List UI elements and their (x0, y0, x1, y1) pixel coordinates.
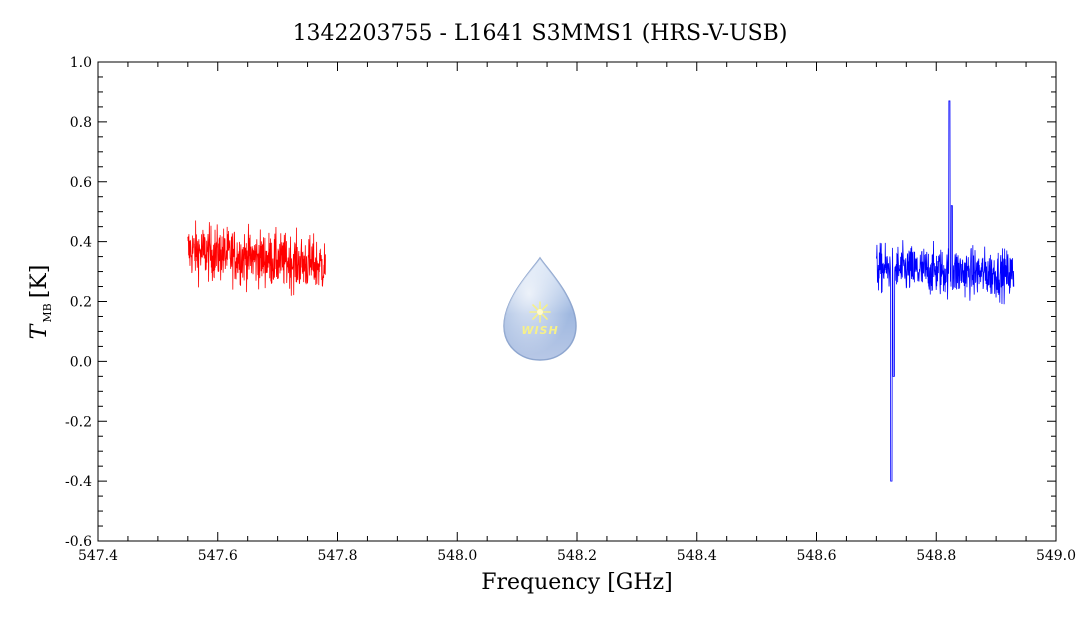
x-tick-label: 547.6 (198, 548, 238, 564)
x-tick-label: 548.0 (437, 548, 477, 564)
x-axis-ticks (97, 62, 1057, 541)
x-axis-label: Frequency [GHz] (481, 570, 673, 595)
y-tick-label: -0.2 (65, 414, 92, 430)
spectra (187, 100, 1015, 482)
y-tick-label: 0.2 (70, 295, 92, 311)
spectrum-series-2 (875, 100, 1015, 482)
y-tick-label: -0.6 (65, 534, 92, 550)
x-axis-tick-labels: 547.4 547.6 547.8 548.0 548.2 548.4 548.6 548.8… (78, 548, 1076, 564)
y-tick-label: 1.0 (70, 55, 92, 71)
plot-frame (97, 61, 1057, 542)
y-axis-tick-labels: -0.6 -0.4 -0.2 0.0 0.2 0.4 0.6 0.8 1.0 (65, 55, 92, 550)
x-tick-label: 547.4 (78, 548, 118, 564)
logo-text: WISH (521, 324, 558, 337)
x-tick-label: 548.6 (796, 548, 836, 564)
x-tick-label: 548.4 (677, 548, 717, 564)
y-axis-unit: [K] (27, 265, 52, 299)
y-tick-label: 0.4 (70, 235, 92, 251)
y-tick-label: 0.6 (70, 175, 92, 191)
y-tick-label: 0.0 (70, 354, 92, 370)
y-tick-label: -0.4 (65, 474, 92, 490)
chart-title: 1342203755 - L1641 S3MMS1 (HRS-V-USB) (293, 21, 788, 46)
x-tick-label: 547.8 (317, 548, 357, 564)
x-tick-label: 549.0 (1036, 548, 1076, 564)
y-axis-symbol: T (27, 322, 52, 339)
wish-logo: WISH (503, 256, 577, 361)
x-tick-label: 548.2 (557, 548, 597, 564)
x-tick-label: 548.8 (916, 548, 956, 564)
y-axis-label: TMB [K] (27, 265, 54, 340)
y-tick-label: 0.8 (70, 115, 92, 131)
svg-text:TMB[K]: TMB [K] (27, 265, 54, 340)
star-icon (529, 301, 551, 323)
spectrum-series-1 (187, 220, 326, 296)
y-axis-subscript: MB (41, 303, 54, 322)
y-axis-ticks (98, 61, 1056, 542)
